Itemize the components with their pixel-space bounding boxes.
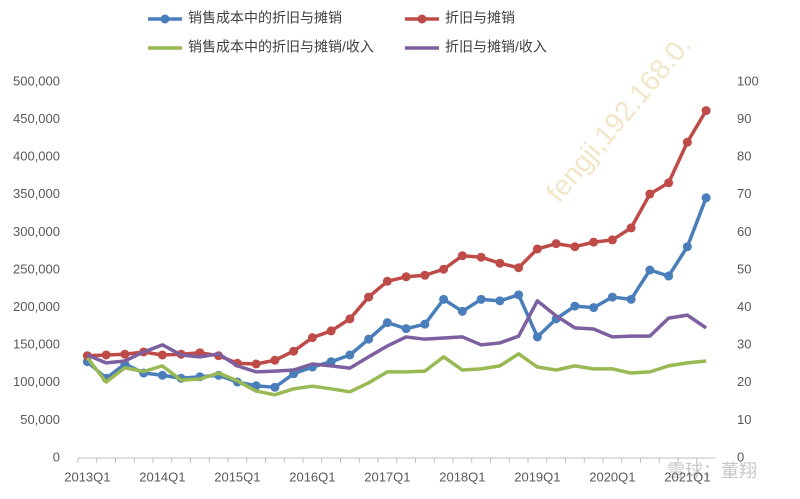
watermark: 雪球：董翔 [667, 461, 757, 481]
point [382, 318, 392, 328]
point [551, 239, 561, 249]
point [626, 294, 636, 304]
point [401, 272, 411, 282]
point [157, 370, 167, 380]
y2-tick-label: 90 [737, 111, 751, 126]
y-tick-label: 200,000 [13, 299, 60, 314]
x-tick-label: 2020Q1 [589, 469, 635, 484]
y-tick-label: 250,000 [13, 261, 60, 276]
y2-tick-label: 50 [737, 261, 751, 276]
point [476, 252, 486, 262]
point [607, 235, 617, 245]
point [645, 265, 655, 275]
point [514, 290, 524, 300]
y2-tick-label: 10 [737, 412, 751, 427]
series-line [85, 352, 707, 397]
point [701, 106, 711, 116]
y2-tick-label: 30 [737, 337, 751, 352]
y2-tick-label: 100 [737, 73, 759, 88]
point [157, 350, 167, 360]
point [532, 244, 542, 254]
legend-label: 销售成本中的折旧与摊销 [188, 10, 342, 26]
point [495, 296, 505, 306]
point [495, 258, 505, 268]
point [251, 359, 261, 369]
point [382, 276, 392, 286]
point [401, 324, 411, 334]
point [289, 346, 299, 356]
point [345, 314, 355, 324]
y-tick-label: 400,000 [13, 149, 60, 164]
point [626, 223, 636, 233]
point [420, 270, 430, 280]
point [457, 251, 467, 261]
point [364, 334, 374, 344]
x-tick-label: 2019Q1 [514, 469, 560, 484]
y-tick-label: 50,000 [20, 412, 60, 427]
point [439, 264, 449, 274]
y2-tick-label: 60 [737, 224, 751, 239]
legend-label: 折旧与摊销/收入 [445, 39, 547, 55]
point [270, 355, 280, 365]
point [607, 292, 617, 302]
point [101, 350, 111, 360]
y-tick-label: 450,000 [13, 111, 60, 126]
point [645, 189, 655, 199]
point [364, 292, 374, 302]
series-line [86, 197, 708, 390]
series-line [87, 109, 708, 366]
point [589, 303, 599, 313]
x-tick-label: 2014Q1 [139, 469, 185, 484]
legend-label: 销售成本中的折旧与摊销/收入 [188, 39, 374, 55]
point [701, 193, 711, 203]
y2-tick-label: 0 [737, 449, 744, 464]
point [682, 137, 692, 147]
x-tick-label: 2021Q1 [664, 469, 710, 484]
y-tick-label: 350,000 [13, 186, 60, 201]
legend-label: 折旧与摊销 [445, 10, 515, 26]
y2-tick-label: 70 [737, 186, 751, 201]
y-tick-label: 100,000 [13, 374, 60, 389]
point [589, 237, 599, 247]
series-line [86, 299, 708, 374]
point [532, 332, 542, 342]
point [682, 242, 692, 252]
watermark: fengji,192.168.0. [540, 29, 697, 208]
point [457, 306, 467, 316]
point [439, 294, 449, 304]
legend-marker [160, 14, 170, 24]
y-tick-label: 150,000 [13, 337, 60, 352]
y2-tick-label: 80 [737, 149, 751, 164]
point [345, 350, 355, 360]
point [326, 326, 336, 336]
point [570, 301, 580, 311]
y-tick-label: 0 [53, 449, 60, 464]
point [664, 178, 674, 188]
point [420, 319, 430, 329]
y-tick-label: 300,000 [13, 224, 60, 239]
point [270, 382, 280, 392]
x-tick-label: 2016Q1 [289, 469, 335, 484]
point [120, 349, 130, 359]
y2-tick-label: 40 [737, 299, 751, 314]
x-tick-label: 2017Q1 [364, 469, 410, 484]
x-tick-label: 2015Q1 [214, 469, 260, 484]
point [476, 294, 486, 304]
legend-marker [417, 14, 427, 24]
point [307, 333, 317, 343]
point [514, 263, 524, 273]
y-tick-label: 500,000 [13, 73, 60, 88]
point [664, 271, 674, 281]
y2-tick-label: 20 [737, 374, 751, 389]
x-tick-label: 2013Q1 [64, 469, 110, 484]
x-tick-label: 2018Q1 [439, 469, 485, 484]
point [570, 242, 580, 252]
